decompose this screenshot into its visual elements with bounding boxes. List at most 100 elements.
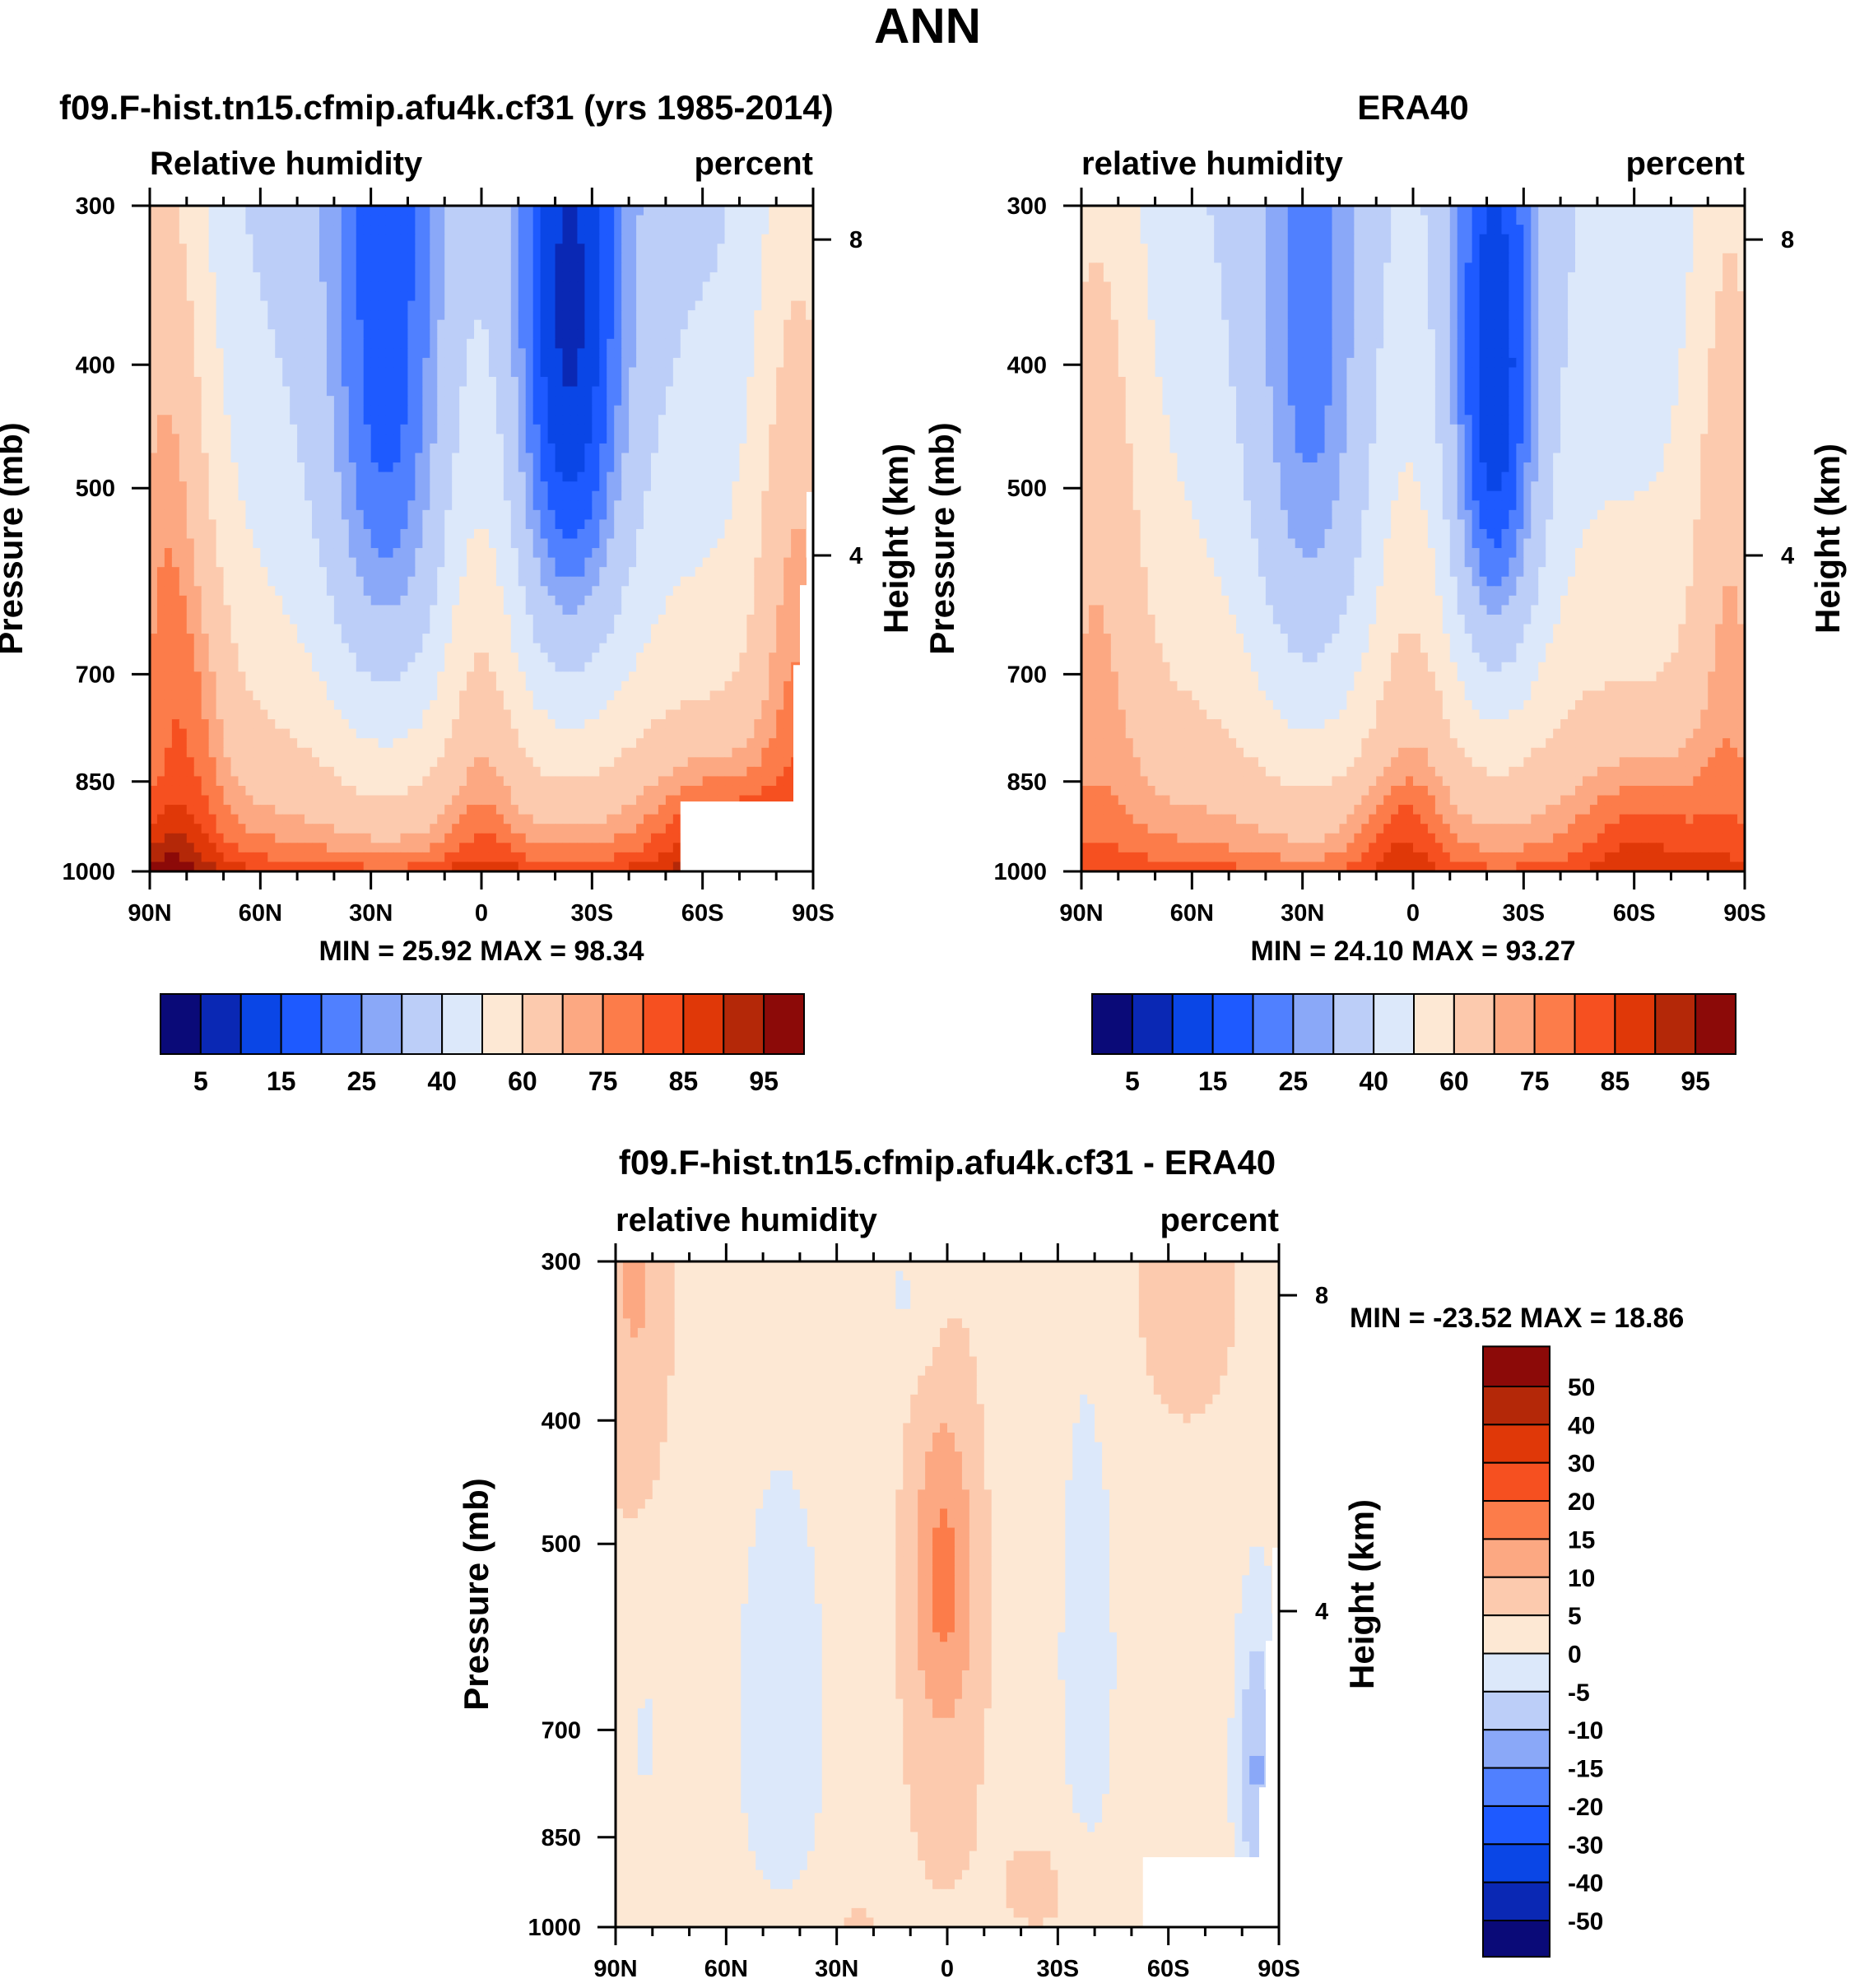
colorbar-swatch: [1533, 993, 1576, 1055]
y-axis-title: Pressure (mb): [457, 1478, 495, 1710]
x-tick-label: 60N: [704, 1956, 748, 1982]
contour-field: [616, 1261, 1280, 1928]
y-tick-label: 700: [542, 1717, 581, 1744]
colorbar-swatch: [1482, 1500, 1550, 1540]
x-tick-label: 0: [1406, 900, 1420, 927]
colorbar-swatch: [1292, 993, 1335, 1055]
y-axis-title: Pressure (mb): [0, 422, 30, 654]
y-axis-right-title: Height (km): [1808, 444, 1847, 634]
y-tick-label: 400: [76, 352, 115, 379]
colorbar-swatch: [1482, 1386, 1550, 1426]
height-tick-label: 4: [1781, 543, 1794, 569]
colorbar-swatch: [1131, 993, 1174, 1055]
colorbar-label: 15: [1568, 1526, 1595, 1554]
colorbar-label: 10: [1568, 1565, 1595, 1592]
x-axis-ticks: [148, 188, 815, 889]
colorbar-label: 0: [1568, 1642, 1582, 1669]
y-tick-label: 850: [1007, 769, 1047, 796]
units-label: percent: [695, 146, 814, 182]
x-axis-ticks: [1080, 188, 1746, 889]
colorbar-label: 30: [1568, 1451, 1595, 1478]
y-tick-label: 300: [542, 1249, 581, 1275]
height-tick-label: 4: [849, 543, 862, 569]
y-axis-title: Pressure (mb): [923, 422, 961, 654]
colorbar-swatch: [1654, 993, 1697, 1055]
colorbar-swatch: [642, 993, 685, 1055]
colorbar-swatch: [1252, 993, 1295, 1055]
colorbar: 5 15 25 40 60 75 85 95: [160, 993, 805, 1096]
height-tick-label: 8: [1315, 1283, 1328, 1309]
y-tick-label: 300: [1007, 193, 1047, 220]
panel-model-climatology: f09.F-hist.tn15.cfmip.afu4k.cf31 (yrs 19…: [0, 88, 915, 1096]
colorbar-label: 40: [1568, 1412, 1595, 1439]
colorbar-swatch: [1482, 1652, 1550, 1693]
colorbar-swatch: [1482, 1729, 1550, 1769]
y-tick-label: 500: [542, 1531, 581, 1558]
x-tick-label: 30S: [571, 900, 614, 927]
y-tick-label: 1000: [62, 859, 115, 885]
colorbar-label: -40: [1568, 1870, 1603, 1897]
x-tick-label: 30N: [349, 900, 393, 927]
colorbar-label: 5: [1125, 1066, 1140, 1096]
colorbar-label: 95: [1681, 1066, 1710, 1096]
x-tick-label: 30N: [1281, 900, 1324, 927]
colorbar-swatch: [682, 993, 725, 1055]
x-tick-label: 60S: [681, 900, 724, 927]
y-axis-ticks: [1063, 204, 1081, 873]
colorbar-swatch: [1171, 993, 1214, 1055]
y-tick-label: 1000: [528, 1915, 581, 1941]
colorbar-swatch: [1482, 1345, 1550, 1387]
panel-difference: f09.F-hist.tn15.cfmip.afu4k.cf31 - ERA40…: [457, 1143, 1684, 1982]
colorbar-label: 15: [267, 1066, 296, 1096]
colorbar-label: 40: [427, 1066, 457, 1096]
colorbar: 5 15 25 40 60 75 85 95: [1091, 993, 1736, 1096]
colorbar-swatch: [1482, 1805, 1550, 1846]
colorbar-label: 15: [1198, 1066, 1228, 1096]
colorbar-swatch: [401, 993, 444, 1055]
colorbar-label: 25: [347, 1066, 377, 1096]
colorbar-label: 85: [669, 1066, 699, 1096]
variable-label: relative humidity: [1081, 146, 1344, 182]
colorbar-swatch: [1482, 1920, 1550, 1958]
colorbar-swatch: [320, 993, 363, 1055]
y-axis-right-title: Height (km): [876, 444, 915, 634]
min-max-stats: MIN = 24.10 MAX = 93.27: [1251, 936, 1576, 967]
contour-field: [1081, 206, 1746, 872]
missing-data-mask: [1142, 1547, 1279, 1927]
colorbar-swatch: [1482, 1576, 1550, 1617]
colorbar-swatch: [441, 993, 483, 1055]
height-tick-label: 4: [1315, 1599, 1328, 1625]
panel-title: ERA40: [1357, 88, 1468, 127]
colorbar-swatch: [1482, 1881, 1550, 1921]
variable-label: Relative humidity: [150, 146, 423, 182]
panel-era40-climatology: ERA40 relative humidity percent 90N 60N 30N 0 3…: [923, 88, 1847, 1096]
colorbar-swatch: [1482, 1538, 1550, 1578]
colorbar-swatch: [602, 993, 644, 1055]
colorbar-swatch: [561, 993, 604, 1055]
units-label: percent: [1626, 146, 1746, 182]
y-tick-label: 400: [542, 1408, 581, 1434]
colorbar-label: -5: [1568, 1679, 1590, 1707]
y-tick-label: 700: [76, 662, 115, 688]
colorbar-label: 20: [1568, 1489, 1595, 1516]
missing-data-mask: [680, 491, 813, 871]
units-label: percent: [1160, 1202, 1280, 1238]
y-axis-ticks: [597, 1260, 616, 1929]
colorbar-swatch: [1211, 993, 1254, 1055]
contour-field: [150, 206, 814, 872]
y-tick-label: 850: [542, 1825, 581, 1851]
colorbar-swatch: [1695, 993, 1736, 1055]
y-tick-label: 700: [1007, 662, 1047, 688]
colorbar-swatch: [280, 993, 323, 1055]
y-axis-right-title: Height (km): [1342, 1499, 1381, 1689]
colorbar-label: 95: [749, 1066, 779, 1096]
colorbar-swatch: [521, 993, 564, 1055]
y-tick-label: 850: [76, 769, 115, 796]
colorbar-swatch: [160, 993, 202, 1055]
colorbar-swatch: [1373, 993, 1415, 1055]
colorbar-swatch: [1482, 1614, 1550, 1655]
height-tick-label: 8: [1781, 227, 1794, 253]
y-tick-label: 300: [76, 193, 115, 220]
y-tick-label: 500: [1007, 476, 1047, 502]
colorbar-swatch: [763, 993, 805, 1055]
